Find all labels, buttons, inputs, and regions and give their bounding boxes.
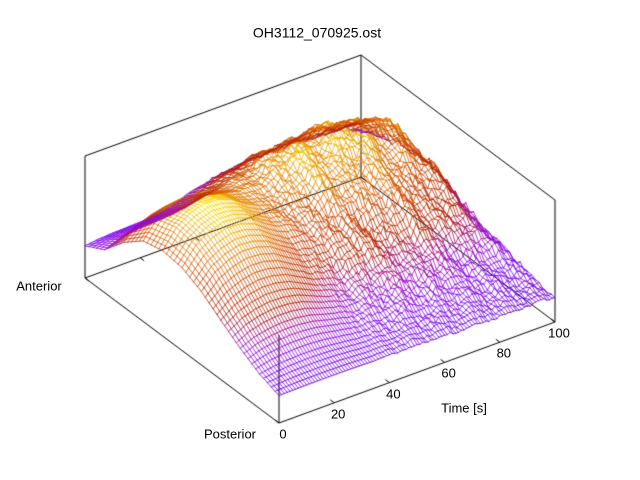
y-axis-anterior-label: Anterior xyxy=(16,278,62,294)
x-tick-label: 60 xyxy=(441,365,456,381)
x-tick-label: 20 xyxy=(330,406,346,422)
y-axis-posterior-label: Posterior xyxy=(203,426,257,442)
x-tick-label: 40 xyxy=(386,386,401,402)
x-tick-label: 80 xyxy=(496,345,512,361)
plot-title: OH3112_070925.ost xyxy=(252,24,382,41)
x-tick-label: 0 xyxy=(279,426,287,442)
x-axis-title: Time [s] xyxy=(441,400,487,416)
x-tick-label: 100 xyxy=(548,325,570,341)
